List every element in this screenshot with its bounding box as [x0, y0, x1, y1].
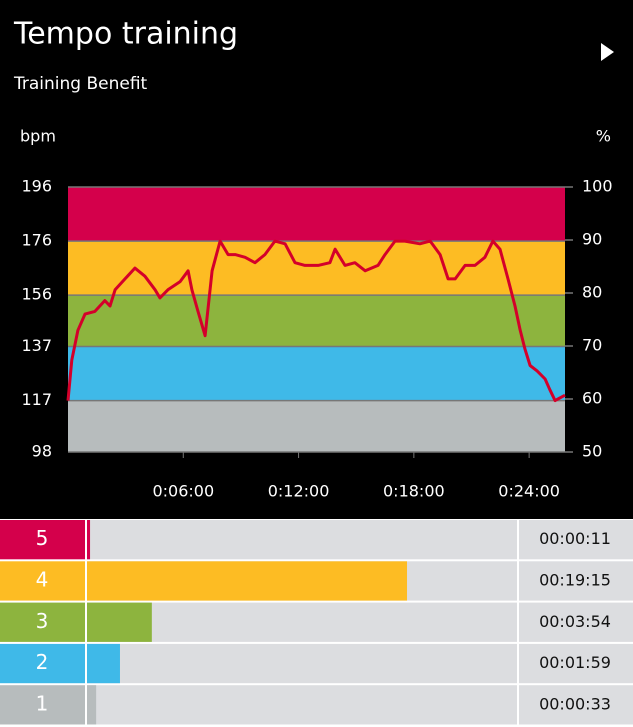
- zone-number: 4: [36, 567, 49, 591]
- zone-bar: [87, 520, 91, 560]
- x-tick-label: 0:24:00: [498, 482, 560, 501]
- y-tick-label: 176: [21, 231, 52, 250]
- y-tick-label: 137: [21, 336, 52, 355]
- screen-title: Tempo training: [13, 17, 238, 52]
- zone-bar: [87, 602, 152, 642]
- y2-tick-label: 90: [582, 230, 602, 249]
- x-tick-label: 0:18:00: [383, 482, 445, 501]
- zone-time-box: [519, 602, 633, 642]
- y-tick-label: 98: [32, 442, 52, 461]
- zone-bar: [87, 561, 408, 601]
- zone-band: [68, 346, 565, 401]
- zone-track: [87, 520, 517, 560]
- zone-time-box: [519, 561, 633, 601]
- zone-number: 2: [36, 650, 49, 674]
- zone-time: 00:03:54: [539, 612, 611, 631]
- y2-axis-label: %: [596, 127, 611, 146]
- zone-bar: [87, 685, 97, 725]
- zone-time: 00:00:11: [539, 529, 611, 548]
- zone-number-box: [0, 643, 85, 684]
- y2-tick-label: 100: [582, 177, 613, 196]
- zone-number: 3: [36, 609, 49, 633]
- y-tick-label: 196: [21, 177, 52, 196]
- zone-track: [87, 602, 517, 642]
- y-axis-label: bpm: [20, 127, 56, 146]
- zone-time: 00:00:33: [539, 694, 611, 713]
- zone-number: 5: [36, 526, 49, 550]
- play-button[interactable]: [601, 43, 614, 61]
- zone-band: [68, 187, 565, 242]
- zone-track: [87, 643, 517, 684]
- zone-time: 00:01:59: [539, 653, 611, 672]
- zone-bar: [87, 643, 120, 684]
- zone-number-box: [0, 685, 85, 725]
- y2-tick-label: 50: [582, 442, 602, 461]
- zone-track: [87, 685, 517, 725]
- subtitle: Training Benefit: [13, 74, 148, 94]
- x-tick-label: 0:12:00: [268, 482, 330, 501]
- y2-tick-label: 70: [582, 336, 602, 355]
- zone-number-box: [0, 602, 85, 642]
- zone-band: [68, 295, 565, 347]
- zone-number: 1: [36, 691, 49, 715]
- zone-time-box: [519, 520, 633, 560]
- y-tick-label: 117: [21, 390, 52, 409]
- zone-number-box: [0, 520, 85, 560]
- y2-tick-label: 80: [582, 283, 602, 302]
- zone-time-box: [519, 643, 633, 684]
- zone-time-box: [519, 685, 633, 725]
- y-tick-label: 156: [21, 285, 52, 304]
- zone-band: [68, 400, 565, 452]
- heart-rate-line: [66, 239, 566, 403]
- zone-time: 00:19:15: [539, 570, 611, 589]
- x-tick-label: 0:06:00: [152, 482, 214, 501]
- y2-tick-label: 60: [582, 389, 602, 408]
- zone-number-box: [0, 561, 85, 601]
